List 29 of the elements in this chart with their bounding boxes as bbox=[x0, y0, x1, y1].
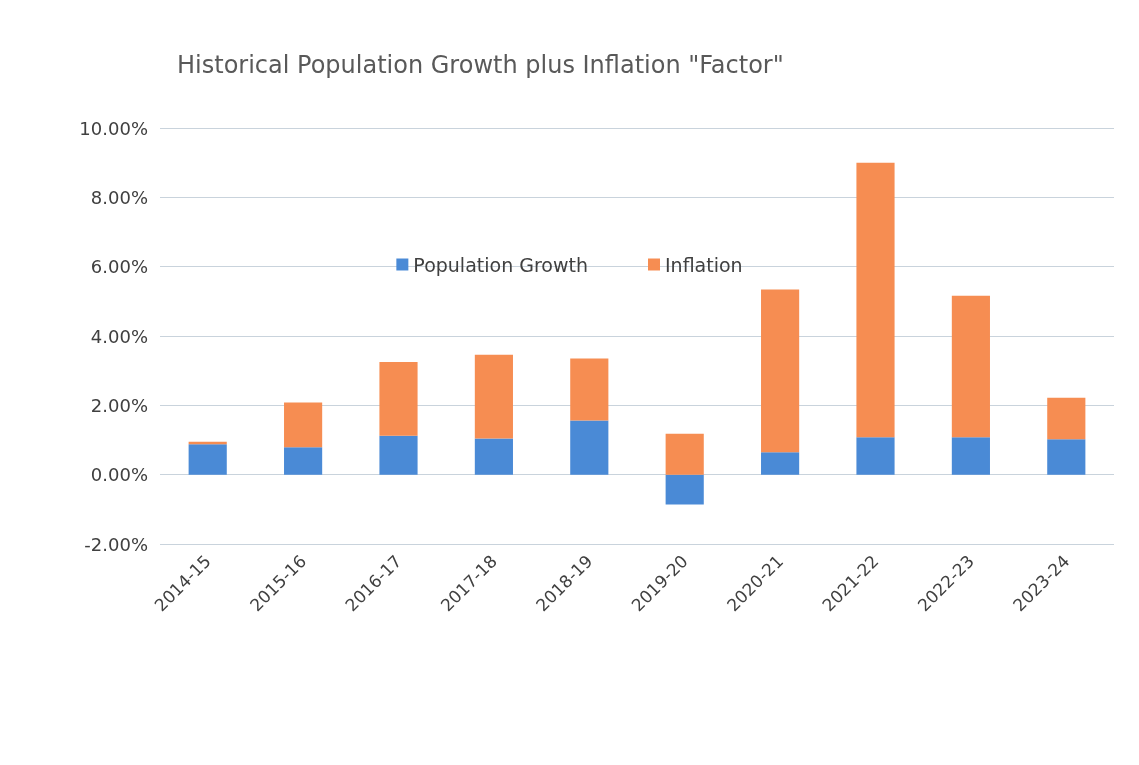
bar bbox=[1047, 397, 1086, 440]
bar bbox=[570, 358, 609, 421]
y-tick-label: 2.00% bbox=[90, 394, 148, 416]
bar bbox=[951, 437, 990, 475]
bar bbox=[856, 162, 895, 438]
legend-label: Population Growth bbox=[413, 253, 588, 276]
bar bbox=[761, 289, 800, 453]
bar bbox=[1047, 439, 1086, 475]
y-tick-label: -2.00% bbox=[84, 533, 148, 555]
bar bbox=[951, 295, 990, 438]
legend-label: Inflation bbox=[664, 253, 743, 276]
bar bbox=[284, 402, 323, 448]
bar bbox=[188, 444, 227, 475]
y-tick-label: 8.00% bbox=[90, 186, 148, 208]
bar bbox=[665, 433, 704, 475]
chart-title: Historical Population Growth plus Inflation "Factor" bbox=[177, 51, 784, 79]
bar bbox=[856, 437, 895, 475]
bar bbox=[379, 435, 418, 475]
bar bbox=[761, 452, 800, 475]
y-tick-label: 6.00% bbox=[90, 256, 148, 278]
y-tick-label: 0.00% bbox=[90, 464, 148, 486]
bar bbox=[379, 362, 418, 436]
bar bbox=[474, 354, 513, 439]
bar bbox=[284, 447, 323, 475]
bar bbox=[570, 420, 609, 475]
bar bbox=[474, 438, 513, 475]
bar bbox=[665, 474, 704, 505]
y-tick-label: 10.00% bbox=[79, 117, 148, 139]
y-tick-label: 4.00% bbox=[90, 325, 148, 347]
